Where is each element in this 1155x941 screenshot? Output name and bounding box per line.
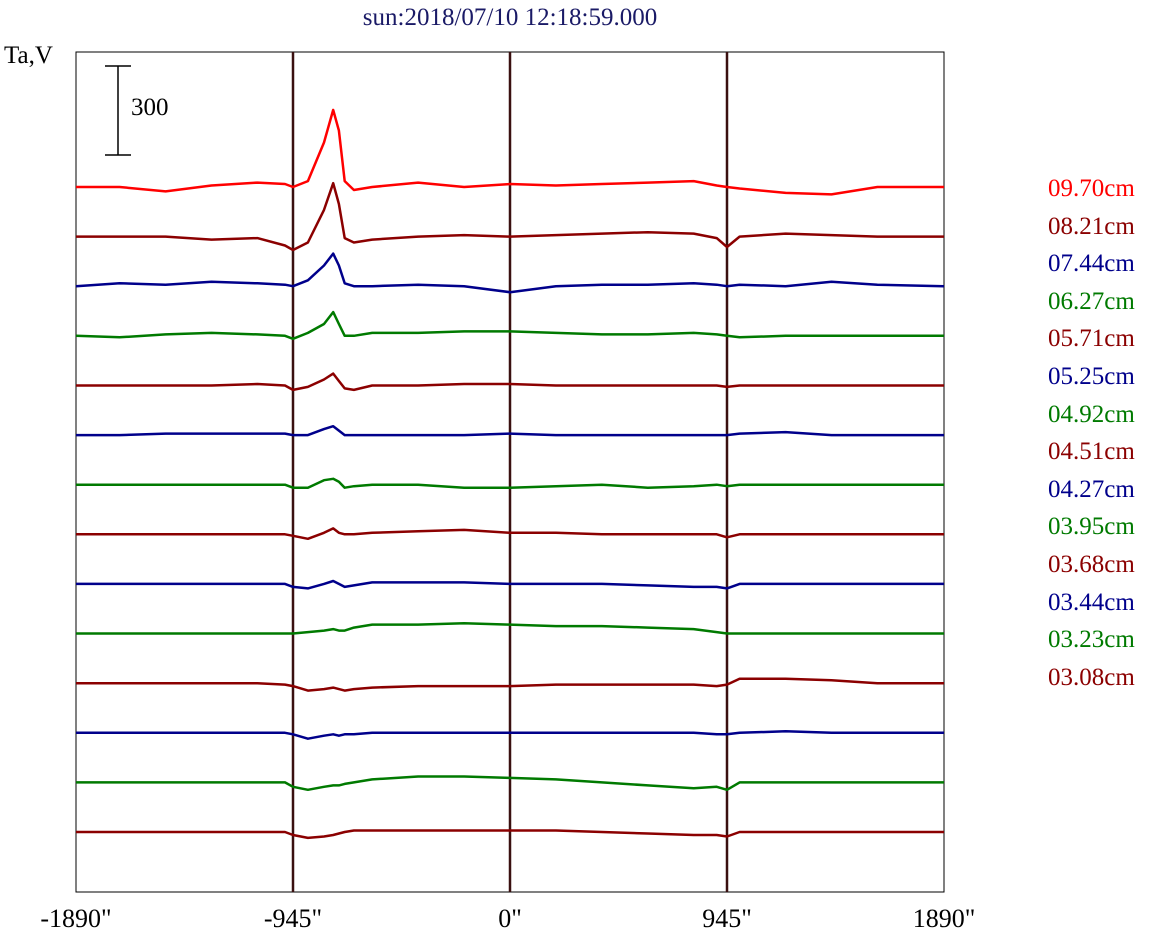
trace-04.92cm — [76, 477, 944, 489]
trace-09.70cm — [76, 108, 944, 196]
legend-item: 09.70cm — [1048, 175, 1135, 202]
trace-05.25cm — [76, 424, 944, 437]
vertical-reference-lines — [291, 52, 729, 892]
trace-03.44cm — [76, 730, 944, 740]
legend-item: 03.08cm — [1048, 663, 1135, 691]
chart-title: sun:2018/07/10 12:18:59.000 — [362, 4, 658, 31]
trace-03.68cm — [76, 677, 944, 692]
trace-08.21cm — [76, 181, 944, 252]
legend-item: 06.27cm — [1048, 287, 1135, 315]
trace-04.51cm — [76, 527, 944, 541]
x-tick-label: -1890" — [40, 904, 112, 933]
legend-item: 04.92cm — [1048, 400, 1135, 428]
legend-item: 03.95cm — [1048, 513, 1135, 541]
trace-04.27cm — [76, 579, 944, 590]
legend-item: 08.21cm — [1048, 212, 1135, 240]
scale-bar-label: 300 — [131, 94, 169, 121]
x-tick-label: 0" — [498, 904, 522, 933]
legend-item: 04.27cm — [1048, 475, 1135, 503]
trace-group — [75, 108, 945, 840]
y-unit-label: Ta,V — [4, 42, 53, 69]
legend-item: 03.44cm — [1048, 588, 1135, 616]
trace-03.23cm — [76, 775, 944, 792]
x-tick-label: 1890" — [912, 904, 976, 933]
legend-item: 07.44cm — [1048, 250, 1135, 278]
scale-bar — [105, 65, 131, 156]
trace-03.08cm — [76, 829, 944, 840]
x-tick-label: -945" — [263, 904, 323, 933]
trace-03.95cm — [76, 621, 944, 635]
trace-05.71cm — [76, 372, 944, 392]
legend-item: 03.68cm — [1048, 550, 1135, 578]
legend: 09.70cm 08.21cm 07.44cm 06.27cm 05.71cm 05.25… — [1048, 170, 1135, 696]
trace-07.44cm — [75, 252, 945, 294]
legend-item: 05.25cm — [1048, 362, 1135, 390]
legend-item: 04.51cm — [1048, 438, 1135, 466]
legend-item: 05.71cm — [1048, 325, 1135, 353]
trace-06.27cm — [75, 310, 944, 341]
x-tick-label: 945" — [702, 904, 752, 933]
legend-item: 03.23cm — [1048, 626, 1135, 654]
